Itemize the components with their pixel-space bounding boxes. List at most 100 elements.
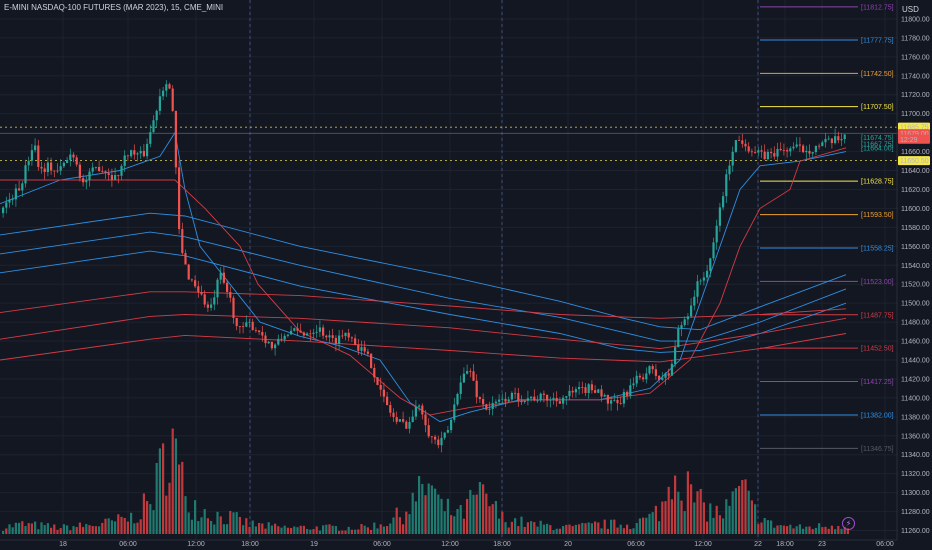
volume-bar (754, 504, 757, 534)
volume-bar (709, 503, 712, 534)
volume-bar (421, 483, 424, 534)
candle-body (245, 322, 248, 327)
candle-body (277, 338, 280, 345)
volume-bar (722, 518, 725, 534)
volume-bar (402, 524, 405, 534)
volume-bar (306, 529, 309, 534)
volume-bar (818, 523, 821, 534)
level-label: [11417.25] (861, 379, 894, 386)
candle-body (482, 399, 485, 405)
volume-bar (834, 529, 837, 534)
candle-body (574, 389, 577, 393)
candle-body (718, 207, 721, 226)
volume-bar (485, 493, 488, 534)
volume-bar (398, 517, 401, 534)
candle-body (536, 400, 539, 402)
candle-body (2, 207, 5, 214)
volume-bar (712, 517, 715, 534)
volume-bar (626, 524, 629, 534)
candle-body (792, 146, 795, 149)
candle-body (690, 305, 693, 317)
volume-bar (731, 491, 734, 534)
volume-bar (85, 524, 88, 534)
volume-bar (658, 521, 661, 534)
candle-body (613, 399, 616, 401)
volume-bar (187, 512, 190, 534)
candle-body (632, 383, 635, 386)
candle-body (8, 199, 11, 203)
candle-body (677, 328, 680, 348)
moving-average-line (0, 231, 847, 342)
candle-body (78, 164, 81, 179)
price-badge-label: 11685.75 (900, 125, 929, 132)
candle-body (789, 148, 792, 152)
candle-body (283, 335, 286, 340)
candle-body (504, 398, 507, 402)
price-axis-tick: 11300.00 (901, 490, 930, 497)
candle-body (568, 390, 571, 397)
volume-bar (8, 524, 11, 534)
volume-bar (610, 519, 613, 534)
price-axis-tick: 11780.00 (901, 35, 930, 42)
price-axis-tick: 11620.00 (901, 187, 930, 194)
candle-body (56, 170, 59, 172)
candle-body (40, 166, 43, 169)
candle-body (94, 166, 97, 168)
volume-bar (504, 522, 507, 534)
candle-body (549, 399, 552, 401)
candle-body (488, 408, 491, 410)
volume-bar (638, 518, 641, 534)
volume-bar (520, 516, 523, 534)
volume-bar (104, 518, 107, 534)
candle-body (818, 145, 821, 147)
candle-body (616, 399, 619, 404)
volume-bar (498, 518, 501, 534)
volume-bar (363, 525, 366, 534)
volume-bar (123, 517, 126, 534)
volume-bar (565, 524, 568, 534)
candle-body (462, 373, 465, 383)
lightning-icon[interactable]: ⚡ (842, 517, 855, 530)
volume-bar (686, 471, 689, 534)
candle-body (421, 405, 424, 415)
volume-bar (414, 501, 417, 534)
candle-body (322, 327, 325, 336)
candle-body (114, 175, 117, 180)
volume-bar (258, 522, 261, 534)
volume-bar (616, 527, 619, 534)
candle-body (43, 168, 46, 172)
volume-bar (786, 526, 789, 534)
candle-body (229, 291, 232, 298)
volume-bar (27, 523, 30, 534)
candle-body (75, 157, 78, 165)
candle-body (414, 406, 417, 417)
volume-bar (5, 528, 8, 534)
candle-body (430, 436, 433, 438)
candle-body (466, 371, 469, 374)
candle-body (235, 318, 238, 327)
volume-bar (146, 501, 149, 534)
candle-body (837, 136, 840, 141)
candle-body (782, 150, 785, 151)
volume-bar (405, 511, 408, 534)
candle-body (69, 154, 72, 161)
candle-body (50, 162, 53, 171)
volume-bar (283, 525, 286, 534)
time-axis-tick: 18:00 (776, 541, 794, 548)
volume-bar (267, 522, 270, 534)
volume-bar (357, 529, 360, 534)
volume-bar (11, 527, 14, 534)
volume-bar (162, 443, 165, 534)
candle-body (18, 188, 21, 191)
price-axis-tick: 11720.00 (901, 92, 930, 99)
candle-body (24, 165, 27, 184)
candle-body (802, 145, 805, 153)
volume-bar (213, 524, 216, 534)
volume-bar (782, 525, 785, 534)
volume-bar (270, 525, 273, 534)
candle-body (210, 304, 213, 308)
candle-body (747, 146, 750, 152)
candle-body (558, 401, 561, 404)
candle-body (334, 337, 337, 344)
